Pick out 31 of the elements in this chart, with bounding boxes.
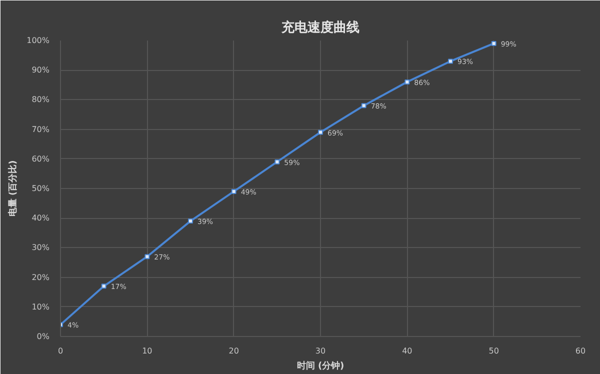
x-tick-label: 20 (228, 346, 239, 356)
x-tick-label: 0 (58, 346, 64, 356)
point (448, 58, 453, 64)
point (144, 254, 150, 260)
y-tick-label: 100% (26, 36, 50, 45)
y-tick-label: 50% (32, 184, 50, 193)
y-tick-label: 30% (32, 243, 50, 252)
point (404, 79, 410, 84)
y-tick-label: 70% (32, 124, 50, 134)
point (231, 188, 236, 194)
y-tick-label: 80% (32, 95, 50, 104)
y-axis-title: 电量 (百分比) (8, 160, 19, 217)
y-tick-label: 20% (32, 272, 50, 282)
point (361, 103, 366, 108)
y-tick-label: 60% (32, 154, 50, 164)
point (491, 40, 496, 46)
x-tick-label: 60 (575, 346, 586, 356)
y-tick-label: 40% (32, 214, 50, 223)
x-tick-label: 50 (488, 346, 499, 356)
chart-title: 充电速度曲线 (280, 20, 360, 36)
x-tick-label: 30 (315, 346, 326, 356)
x-axis-title: 时间 (分钟) (296, 360, 344, 372)
y-tick-label: 10% (32, 302, 50, 312)
x-tick-label: 10 (142, 346, 152, 356)
point (318, 130, 323, 135)
point (188, 218, 193, 224)
point (101, 284, 106, 289)
y-tick-label: 90% (32, 66, 50, 75)
x-tick-label: 40 (402, 346, 412, 356)
y-tick-label: 0% (36, 332, 50, 341)
point (274, 159, 280, 164)
